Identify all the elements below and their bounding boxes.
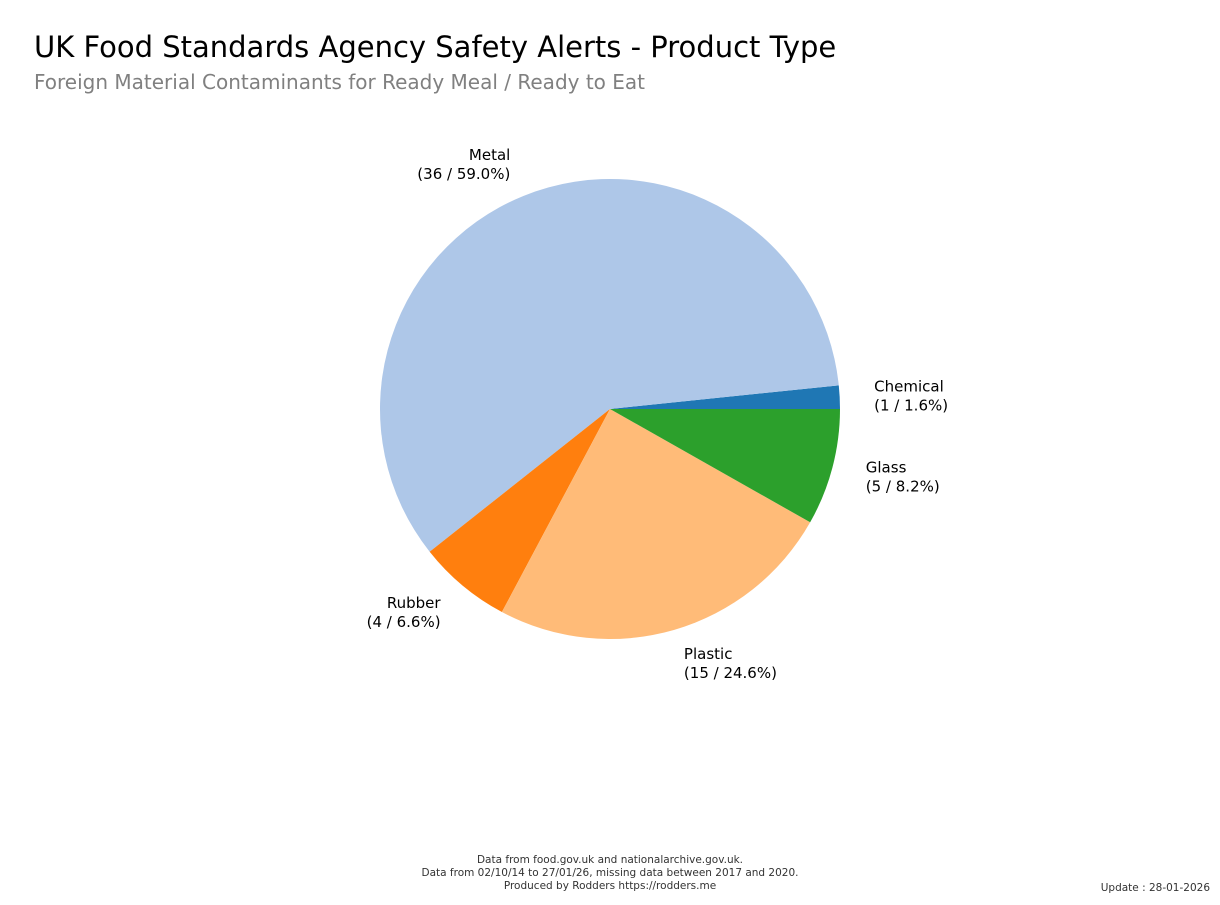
slice-label-name: Glass: [866, 458, 907, 476]
pie-slice-rubber: [429, 409, 610, 613]
slice-label-rubber: Rubber (4 / 6.6%): [367, 594, 442, 631]
pie-slice-chemical: [610, 385, 840, 409]
slice-label-name: Rubber: [387, 594, 442, 612]
slice-label-name: Chemical: [874, 377, 944, 395]
slice-label-value: (15 / 24.6%): [684, 664, 777, 682]
footer-credit: Produced by Rodders https://rodders.me: [503, 880, 717, 892]
slice-label-name: Metal: [469, 146, 510, 164]
footer-source: Data from food.gov.uk and nationalarchiv…: [476, 854, 744, 866]
slice-label-glass: Glass (5 / 8.2%): [866, 458, 940, 495]
pie-slice-glass: [610, 409, 840, 523]
slice-label-value: (5 / 8.2%): [866, 477, 940, 495]
pie-slice-plastic: [501, 409, 811, 640]
chart-title: UK Food Standards Agency Safety Alerts -…: [34, 30, 837, 64]
slice-label-plastic: Plastic (15 / 24.6%): [684, 645, 777, 682]
slice-label-value: (36 / 59.0%): [417, 165, 510, 183]
slice-label-value: (4 / 6.6%): [367, 613, 441, 631]
pie-slice-metal: [379, 178, 839, 552]
footer: Data from food.gov.uk and nationalarchiv…: [0, 854, 1220, 893]
footer-date-range: Data from 02/10/14 to 27/01/26, missing …: [421, 867, 799, 879]
slice-label-name: Plastic: [684, 645, 733, 663]
slice-label-metal: Metal (36 / 59.0%): [417, 146, 510, 183]
chart-subtitle: Foreign Material Contaminants for Ready …: [34, 70, 645, 94]
slice-label-value: (1 / 1.6%): [874, 396, 948, 414]
slice-label-chemical: Chemical (1 / 1.6%): [874, 377, 948, 414]
update-date: Update : 28-01-2026: [1100, 882, 1210, 894]
